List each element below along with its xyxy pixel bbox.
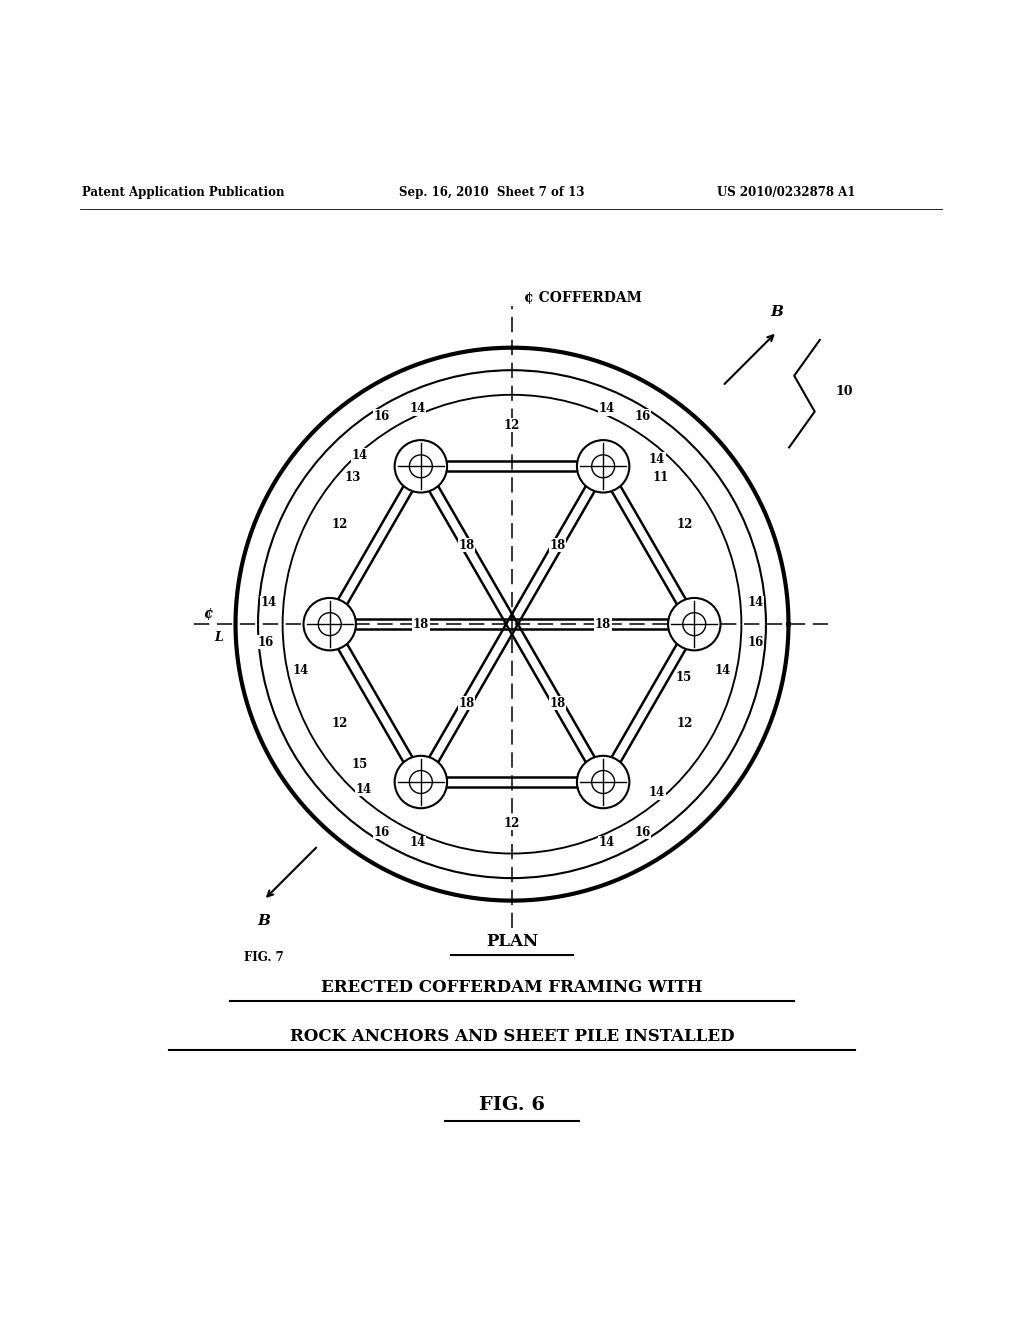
Text: 14: 14: [293, 664, 309, 677]
Text: 12: 12: [504, 817, 520, 830]
Text: 13: 13: [345, 470, 360, 483]
Text: 14: 14: [715, 664, 731, 677]
Text: 14: 14: [649, 787, 665, 800]
Circle shape: [668, 598, 721, 651]
Text: FIG. 7: FIG. 7: [244, 952, 284, 964]
Text: L: L: [215, 631, 223, 644]
Text: 15: 15: [352, 758, 368, 771]
Text: 18: 18: [459, 539, 474, 552]
Text: 14: 14: [355, 783, 372, 796]
Text: 14: 14: [410, 837, 425, 850]
Text: 16: 16: [635, 409, 650, 422]
Text: 14: 14: [261, 597, 276, 609]
Text: 12: 12: [504, 418, 520, 432]
Text: B: B: [770, 305, 783, 319]
Text: 12: 12: [676, 519, 692, 531]
Text: 14: 14: [352, 449, 368, 462]
Text: 14: 14: [649, 453, 665, 466]
Text: 15: 15: [676, 672, 691, 684]
Text: 16: 16: [374, 826, 389, 838]
Text: ROCK ANCHORS AND SHEET PILE INSTALLED: ROCK ANCHORS AND SHEET PILE INSTALLED: [290, 1028, 734, 1045]
Circle shape: [577, 756, 630, 808]
Text: 14: 14: [599, 837, 614, 850]
Circle shape: [303, 598, 356, 651]
Text: ¢: ¢: [203, 607, 213, 620]
Circle shape: [394, 756, 447, 808]
Text: FIG. 6: FIG. 6: [479, 1097, 545, 1114]
Text: 16: 16: [374, 409, 389, 422]
Text: B: B: [257, 915, 270, 928]
Text: 18: 18: [550, 539, 565, 552]
Text: 16: 16: [257, 635, 273, 648]
Text: 14: 14: [599, 403, 614, 416]
Circle shape: [394, 440, 447, 492]
Text: 16: 16: [748, 635, 763, 648]
Text: 11: 11: [652, 470, 669, 483]
Text: 18: 18: [595, 618, 611, 631]
Text: 14: 14: [748, 597, 763, 609]
Text: 16: 16: [635, 826, 650, 838]
Text: 18: 18: [413, 618, 429, 631]
Text: 12: 12: [676, 717, 692, 730]
Text: 12: 12: [332, 717, 348, 730]
Text: PLAN: PLAN: [486, 933, 538, 950]
Text: ERECTED COFFERDAM FRAMING WITH: ERECTED COFFERDAM FRAMING WITH: [322, 979, 702, 997]
Text: 10: 10: [836, 384, 853, 397]
Text: 18: 18: [459, 697, 474, 710]
Text: Patent Application Publication: Patent Application Publication: [82, 186, 285, 198]
Circle shape: [577, 440, 630, 492]
Text: 12: 12: [332, 519, 348, 531]
Text: 18: 18: [550, 697, 565, 710]
Text: US 2010/0232878 A1: US 2010/0232878 A1: [717, 186, 855, 198]
Text: ¢ COFFERDAM: ¢ COFFERDAM: [524, 290, 642, 305]
Text: 14: 14: [410, 403, 425, 416]
Text: Sep. 16, 2010  Sheet 7 of 13: Sep. 16, 2010 Sheet 7 of 13: [399, 186, 585, 198]
